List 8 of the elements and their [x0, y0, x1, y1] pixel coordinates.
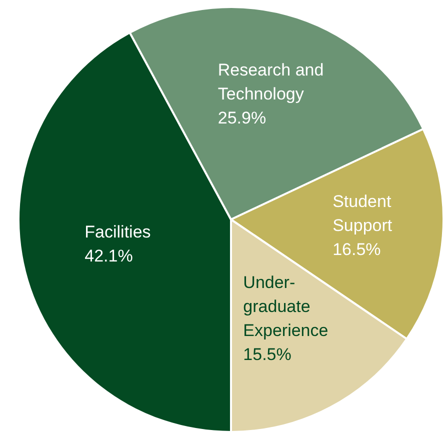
- data-label: 15.5%: [243, 344, 292, 364]
- slice-label: Facilities: [84, 222, 151, 242]
- data-label: 25.9%: [218, 108, 266, 128]
- slice-label: Student Support: [332, 192, 392, 236]
- slice-label: Under-graduate Experience: [243, 272, 328, 340]
- slice-label: Research and Technology: [218, 60, 324, 104]
- data-label: 16.5%: [332, 240, 381, 260]
- data-label: 42.1%: [84, 246, 133, 266]
